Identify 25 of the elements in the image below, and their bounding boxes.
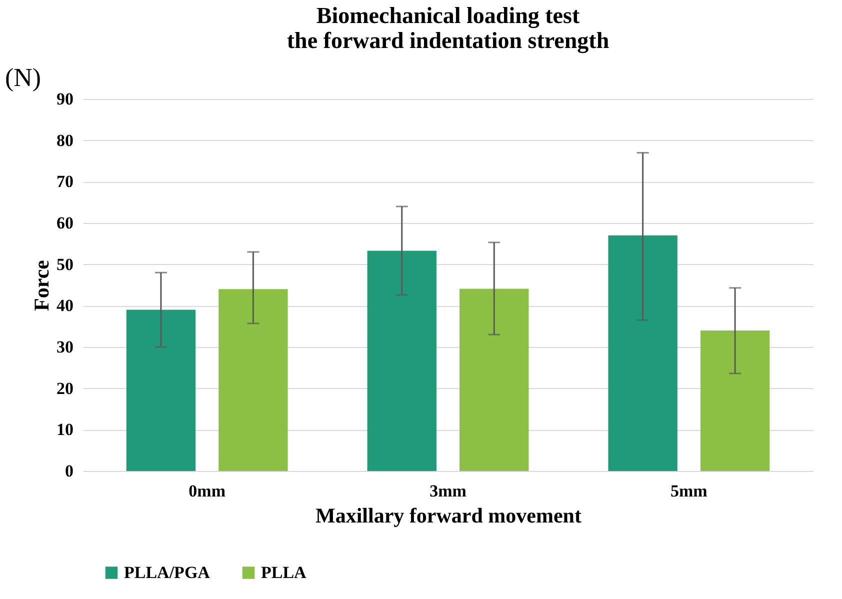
y-tick-label: 90	[56, 90, 74, 108]
y-tick-label: 0	[65, 462, 74, 480]
y-tick-label: 70	[56, 172, 74, 192]
chart-title: Biomechanical loading test the forward indentation strength	[286, 3, 610, 54]
text: (N)	[5, 63, 42, 92]
x-tick-label: 5mm	[670, 482, 708, 500]
bar	[700, 330, 770, 471]
x-tick-label: 3mm	[430, 482, 466, 500]
y-tick-label: 30	[56, 338, 74, 356]
y-tick-label: 60	[56, 214, 74, 232]
y-tick-label: 40	[56, 296, 74, 316]
y-tick-label: 10	[56, 420, 74, 440]
legend-label: PLLA	[261, 562, 308, 582]
legend-label: PLLA/PGA	[124, 562, 211, 582]
x-tick-label: 0mm	[188, 482, 226, 500]
x-axis-title: Maxillary forward movement	[316, 504, 582, 528]
bar	[608, 235, 678, 471]
bar	[460, 288, 529, 471]
y-tick-label: 80	[56, 130, 74, 150]
y-tick-label: 20	[56, 378, 74, 398]
bar	[126, 310, 196, 471]
y-tick-label: 50	[56, 254, 74, 274]
bar	[218, 289, 288, 471]
y-axis-title: Force	[30, 260, 54, 311]
bar	[367, 250, 436, 471]
